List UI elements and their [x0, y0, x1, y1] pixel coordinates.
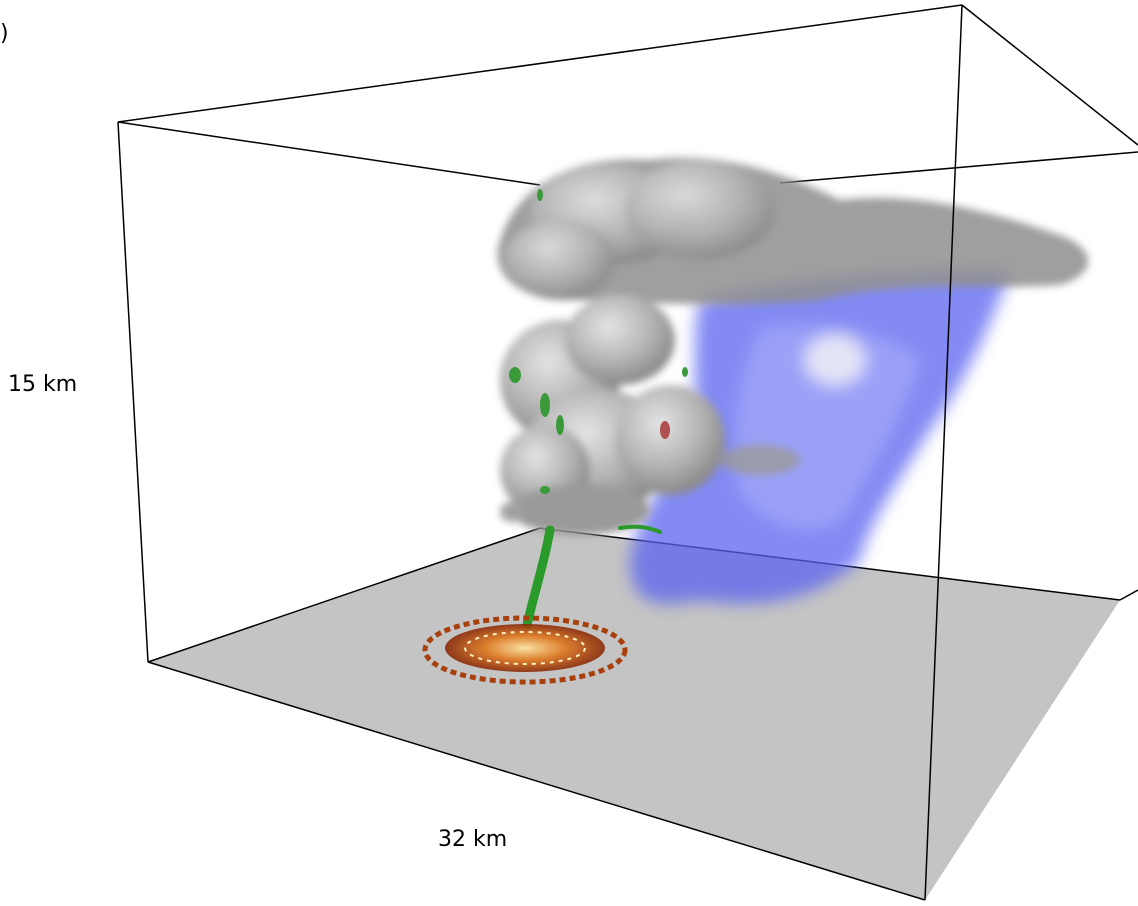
page: ) 15 km 32 km (() => { const data = JSON… [0, 0, 1138, 906]
height-label: 15 km [8, 372, 77, 397]
panel-label: ) [0, 21, 9, 46]
width-label: 32 km [438, 827, 507, 852]
visualization: ) 15 km 32 km [0, 0, 1138, 906]
heat-patch [660, 421, 670, 439]
